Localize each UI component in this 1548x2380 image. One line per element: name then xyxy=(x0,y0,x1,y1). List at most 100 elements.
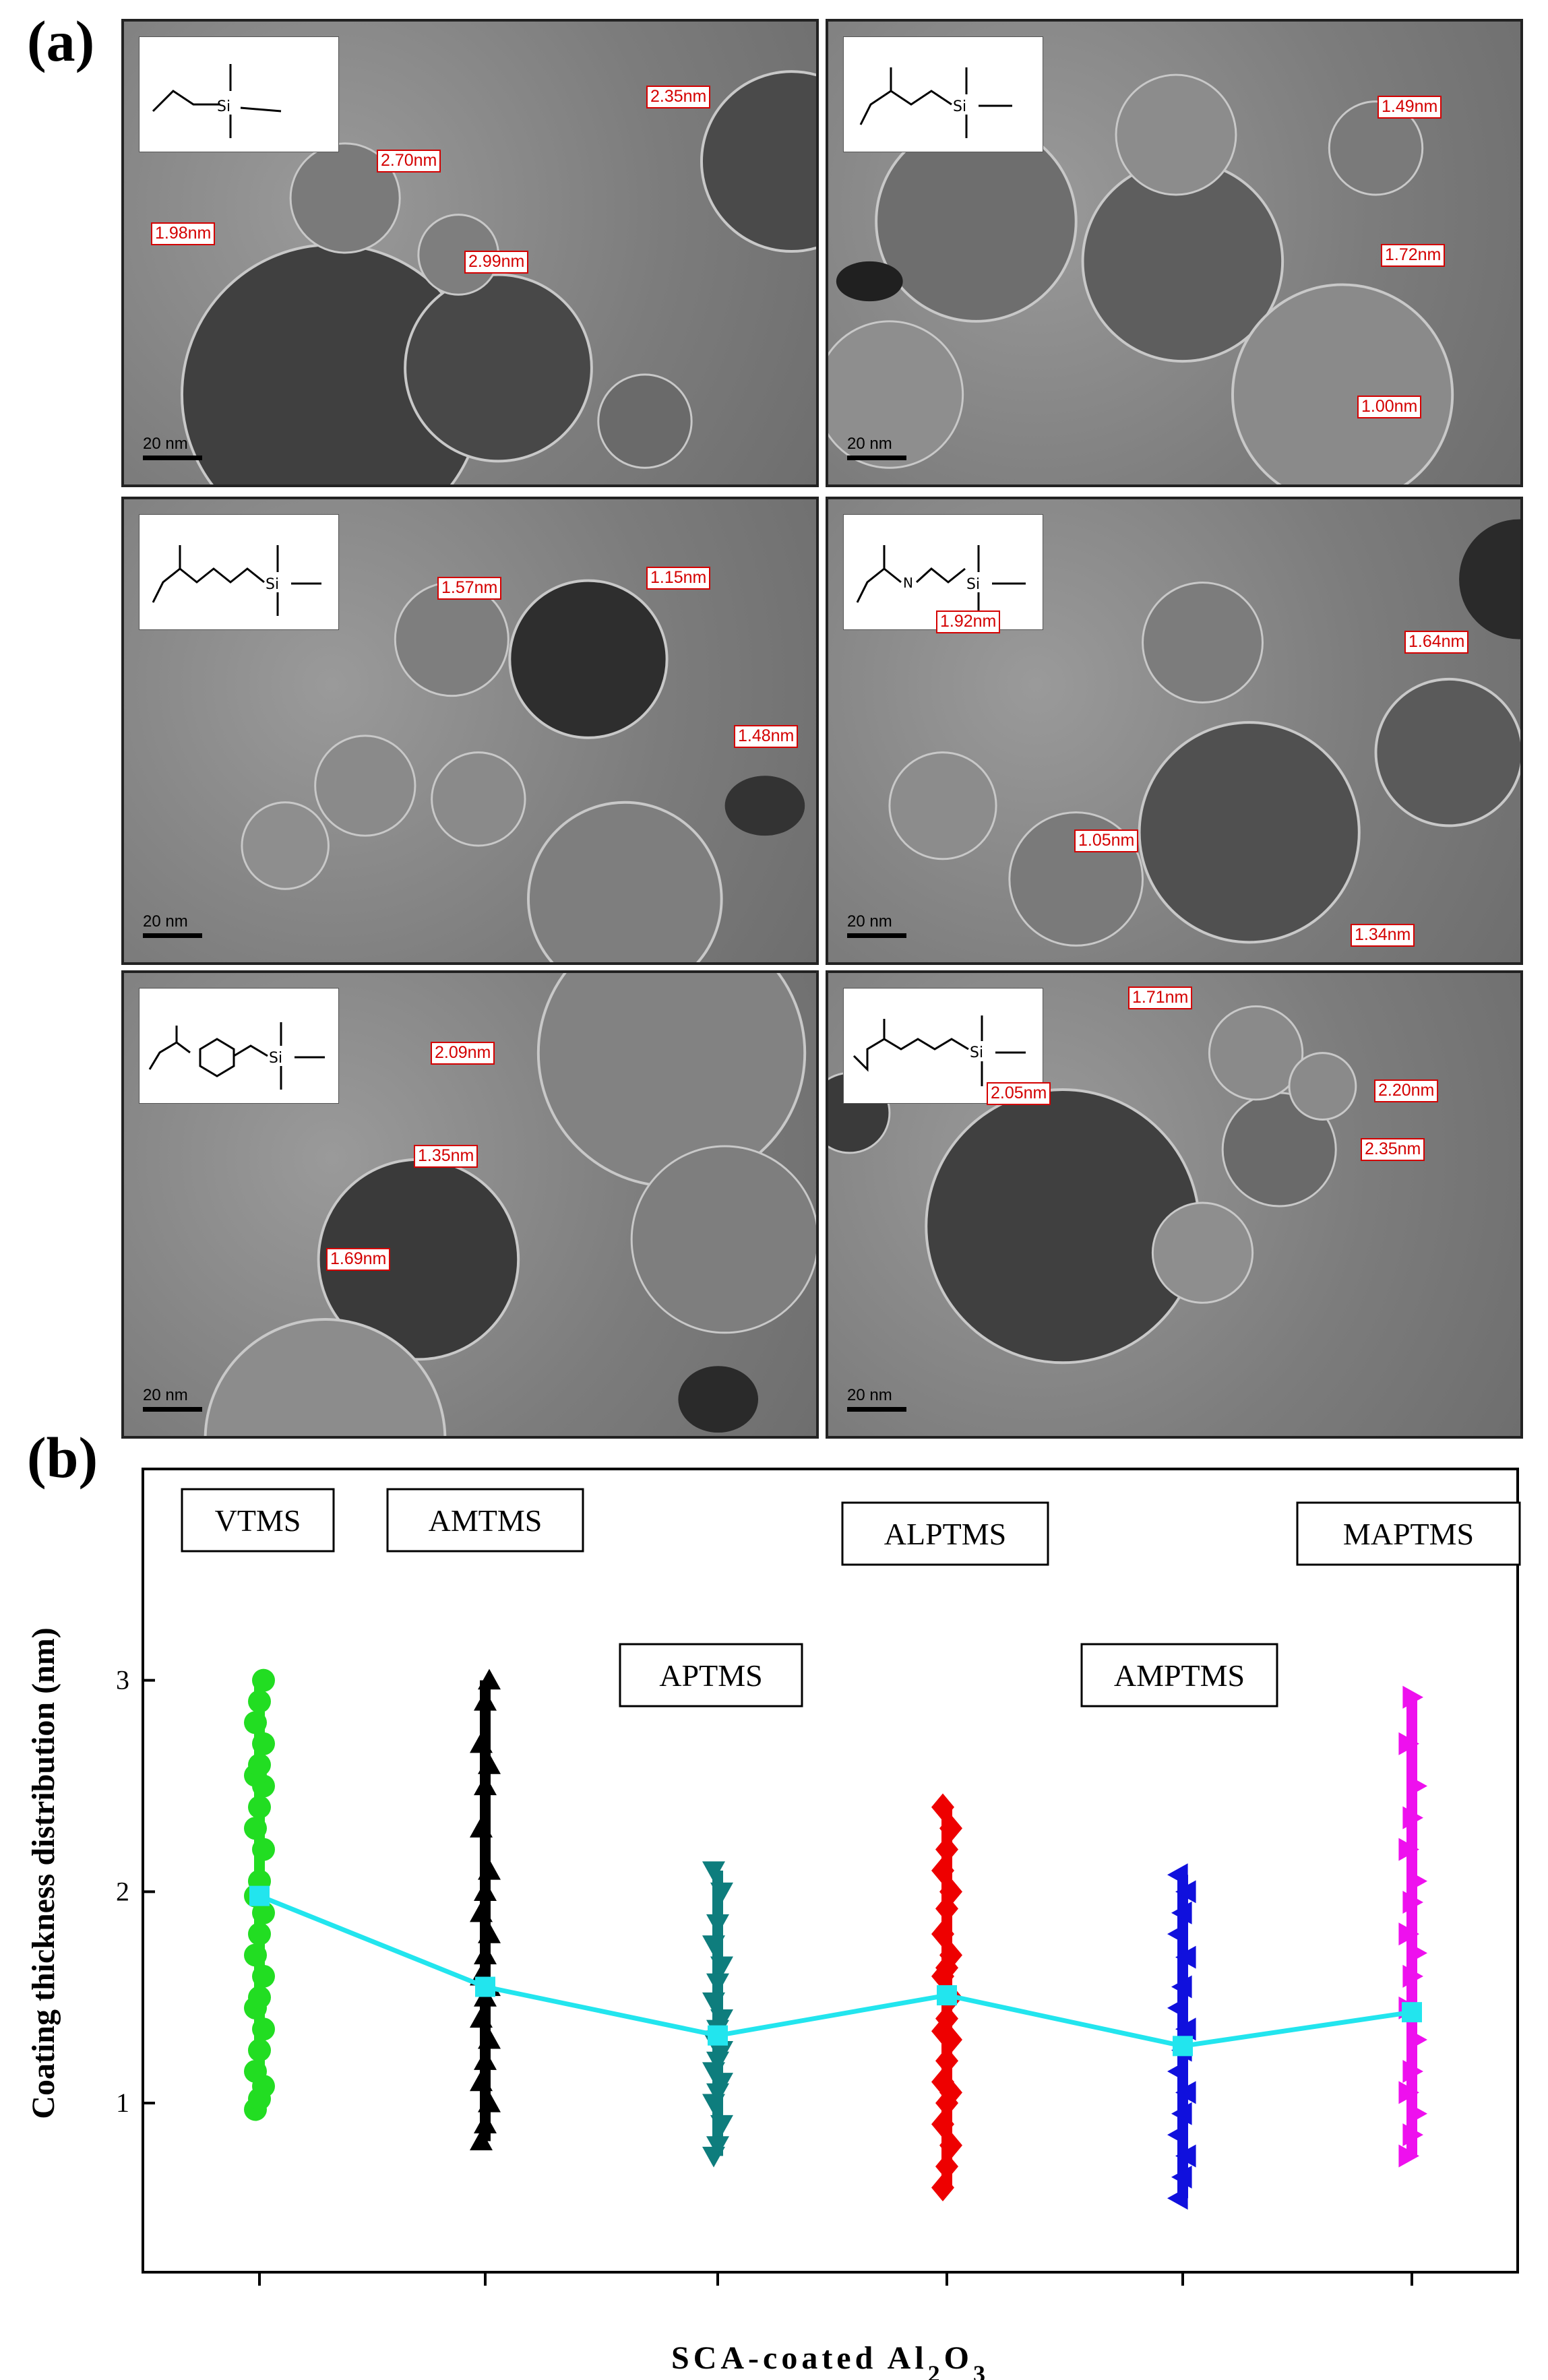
data-point xyxy=(1398,1922,1419,1946)
scale-bar-label: 20 nm xyxy=(847,435,892,453)
data-point xyxy=(702,1935,725,1956)
mean-line xyxy=(258,1893,1413,2048)
thickness-label: 1.57nm xyxy=(437,577,502,600)
thickness-label: 1.64nm xyxy=(1404,631,1469,654)
data-point xyxy=(248,1922,271,1946)
panel-b-label: (b) xyxy=(27,1425,98,1490)
thickness-label: 2.70nm xyxy=(377,150,441,173)
thickness-label: 1.34nm xyxy=(1351,924,1415,947)
coating-thickness-chart: 1 2 3 VTMS AMTMS APTMS ALPTMS AMPTMS MAPTMS Coa… xyxy=(26,1468,1521,2380)
svg-text:Si: Si xyxy=(970,1044,983,1061)
scale-bar xyxy=(847,1407,906,1412)
data-point xyxy=(931,1856,954,1885)
thickness-label: 1.49nm xyxy=(1377,96,1442,119)
data-point xyxy=(244,1711,267,1734)
plot-frame xyxy=(142,1468,1519,2274)
series-label-amptms: AMPTMS xyxy=(1080,1643,1278,1708)
data-point xyxy=(1171,1901,1192,1924)
data-point xyxy=(706,1973,729,1995)
data-point xyxy=(1175,2144,1196,2168)
data-point xyxy=(1406,1941,1427,1965)
data-point xyxy=(706,2136,729,2157)
svg-text:Si: Si xyxy=(269,1050,282,1067)
data-point xyxy=(244,1817,267,1840)
scale-bar xyxy=(143,456,202,460)
data-point xyxy=(706,1914,729,1935)
tem-particles xyxy=(241,579,805,962)
y-tick-label: 2 xyxy=(116,1876,129,1906)
tem-particles xyxy=(828,73,1454,484)
data-point xyxy=(478,1668,501,1690)
data-point xyxy=(1167,1863,1188,1887)
scale-bar-label: 20 nm xyxy=(143,435,188,453)
data-point xyxy=(1175,1945,1196,1969)
data-point xyxy=(935,2152,958,2181)
tem-image-amptms: Si 2.09nm 1.35nm 1.69nm 20 nm xyxy=(121,970,819,1439)
series-label-text: ALPTMS xyxy=(884,1517,1006,1551)
data-point xyxy=(478,2028,501,2049)
scale-bar xyxy=(847,933,906,938)
data-point xyxy=(1171,2102,1192,2125)
data-point xyxy=(1167,1996,1188,2019)
data-point xyxy=(474,1943,497,1965)
data-point xyxy=(939,1814,962,1842)
data-point xyxy=(244,2060,267,2083)
structure-amtms: Si xyxy=(843,36,1043,152)
svg-text:N: N xyxy=(903,575,913,591)
data-point xyxy=(248,2038,271,2062)
data-point xyxy=(1402,1964,1423,1988)
data-point xyxy=(244,1943,267,1967)
mean-point xyxy=(1402,2002,1422,2023)
x-axis xyxy=(258,2272,1413,2286)
data-point xyxy=(478,1859,501,1880)
data-point xyxy=(939,1941,962,1969)
thickness-label: 1.98nm xyxy=(151,222,216,245)
thickness-label: 1.15nm xyxy=(646,567,711,590)
thickness-label: 1.72nm xyxy=(1381,244,1446,267)
data-point xyxy=(470,1901,493,1922)
thickness-label: 2.35nm xyxy=(646,86,711,108)
series-layer xyxy=(244,1668,1427,2210)
tem-image-alptms: N Si 1.92nm 1.64nm 1.05nm 1.34nm 20 nm xyxy=(826,497,1523,965)
mean-point xyxy=(1173,2036,1193,2057)
svg-text:Si: Si xyxy=(953,98,966,115)
data-point xyxy=(1402,2123,1423,2147)
series-label-vtms: VTMS xyxy=(181,1488,335,1553)
series-label-box xyxy=(619,1643,803,1708)
data-point xyxy=(939,1877,962,1906)
data-point xyxy=(252,2017,275,2041)
data-point xyxy=(470,1817,493,1838)
data-point xyxy=(474,1880,497,1901)
structure-vtms: Si xyxy=(139,36,339,152)
svg-text:Si: Si xyxy=(217,98,230,115)
y-tick-label: 3 xyxy=(116,1665,129,1695)
mean-point xyxy=(475,1976,495,1997)
thickness-label: 1.48nm xyxy=(734,725,799,748)
data-point xyxy=(474,1774,497,1796)
scale-bar-label: 20 nm xyxy=(143,1386,188,1404)
series-label-box xyxy=(1080,1643,1278,1708)
scale-bar-label: 20 nm xyxy=(847,912,892,931)
data-point xyxy=(702,2146,725,2168)
scale-bar-label: 20 nm xyxy=(143,912,188,931)
data-point xyxy=(478,2092,501,2112)
y-axis-title: Coating thickness distribution (nm) xyxy=(26,1627,61,2119)
thickness-label: 1.00nm xyxy=(1357,396,1422,418)
scale-bar xyxy=(143,933,202,938)
data-point xyxy=(1402,1806,1423,1829)
data-point xyxy=(1167,2060,1188,2083)
data-point xyxy=(1171,1975,1192,1999)
data-point xyxy=(1398,2144,1419,2168)
scale-bar xyxy=(847,456,906,460)
mean-point xyxy=(249,1885,270,1906)
series-label-aptms: APTMS xyxy=(619,1643,803,1708)
data-point xyxy=(931,2110,954,2138)
data-point xyxy=(1167,1922,1188,1946)
data-point xyxy=(252,1964,275,1988)
thickness-label: 2.20nm xyxy=(1374,1079,1439,1102)
data-point xyxy=(710,1882,733,1904)
data-point xyxy=(470,1732,493,1753)
data-point xyxy=(710,2009,733,2030)
tem-image-vtms: Si 2.35nm 2.70nm 1.98nm 2.99nm 20 nm xyxy=(121,19,819,487)
data-point xyxy=(478,1753,501,1774)
